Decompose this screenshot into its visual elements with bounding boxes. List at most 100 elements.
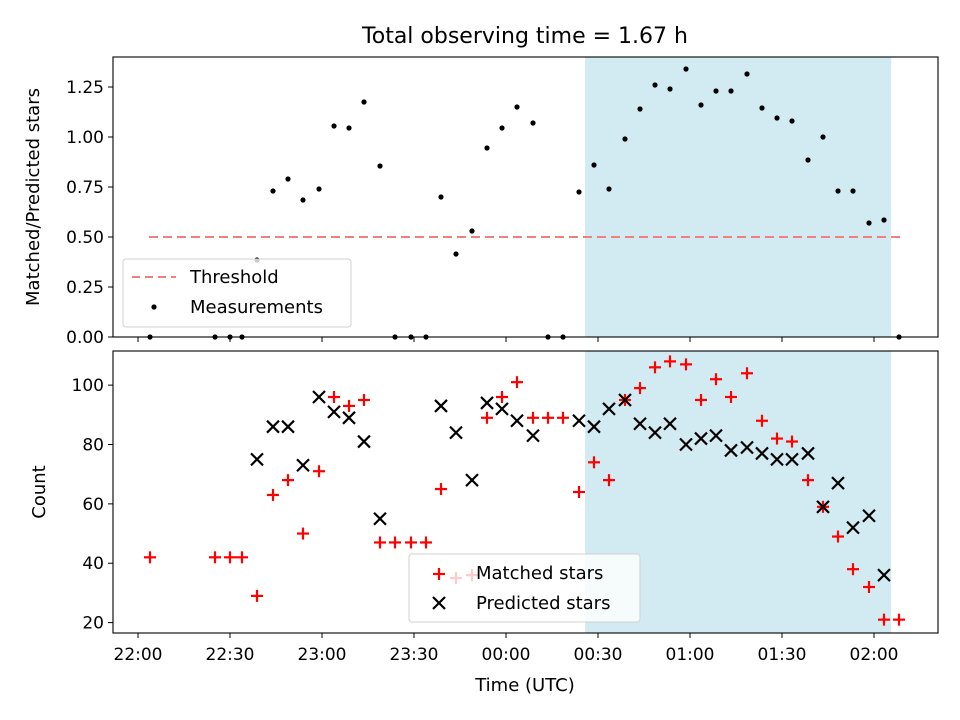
measurement-point — [622, 136, 628, 142]
x-tick-label: 01:00 — [666, 645, 715, 665]
matched-star-marker — [557, 411, 569, 424]
predicted-legend-label: Predicted stars — [476, 593, 610, 614]
predicted-star-marker — [618, 393, 632, 407]
predicted-star-marker — [495, 402, 509, 416]
y-tick-label: 60 — [82, 495, 104, 515]
measurement-point — [698, 102, 704, 108]
measurement-point — [361, 99, 367, 105]
predicted-legend-swatch — [432, 596, 446, 610]
matched-star-marker — [588, 456, 600, 469]
measurement-point — [713, 88, 719, 94]
matched-star-marker — [527, 411, 539, 424]
x-axis-label: Time (UTC) — [474, 675, 575, 696]
predicted-star-marker — [526, 428, 540, 443]
top-y-ticks: 0.00 0.25 0.50 0.75 1.00 1.25 — [66, 78, 113, 348]
measurement-point — [744, 71, 750, 77]
matched-star-marker — [282, 474, 294, 487]
predicted-star-marker — [266, 419, 280, 434]
x-tick-label: 00:30 — [574, 645, 623, 665]
matched-star-marker — [481, 411, 493, 424]
matched-star-marker — [389, 536, 401, 549]
y-tick-label: 80 — [82, 436, 104, 456]
matched-star-marker — [664, 355, 676, 368]
x-tick-label: 01:30 — [758, 645, 807, 665]
matched-star-marker — [878, 613, 890, 626]
measurement-point — [637, 106, 643, 112]
predicted-star-marker — [480, 396, 494, 410]
predicted-star-marker — [296, 458, 310, 473]
predicted-star-marker — [801, 446, 815, 461]
predicted-star-marker — [877, 568, 891, 582]
predicted-star-marker — [434, 399, 448, 413]
matched-legend-swatch — [433, 568, 445, 580]
measurement-point — [805, 157, 811, 163]
measurement-point — [667, 86, 673, 92]
predicted-star-markers — [250, 390, 891, 582]
top-y-axis-label: Matched/Predicted stars — [23, 88, 44, 306]
measurement-point — [728, 88, 734, 94]
measurement-point — [270, 188, 276, 194]
predicted-star-marker — [342, 411, 356, 425]
bottom-x-ticks: 22:00 22:30 23:00 23:30 00:00 00:30 01:00 01:30… — [114, 633, 899, 665]
predicted-star-marker — [648, 425, 662, 440]
matched-star-marker — [236, 551, 248, 564]
matched-star-marker — [847, 563, 859, 576]
measurement-point — [591, 162, 597, 168]
predicted-star-marker — [312, 390, 326, 404]
matched-star-marker — [435, 483, 447, 496]
predicted-star-marker — [357, 434, 371, 449]
matched-star-marker — [224, 551, 236, 564]
predicted-star-marker — [785, 452, 799, 467]
top-axes-frame — [112, 56, 939, 338]
bottom-legend-box — [408, 553, 641, 623]
matched-legend-label: Matched stars — [476, 563, 603, 584]
matched-star-marker — [251, 589, 263, 602]
matched-star-marker — [405, 536, 417, 549]
chart-title: Total observing time = 1.67 h — [361, 24, 688, 49]
measurement-point — [683, 66, 689, 72]
predicted-star-marker — [327, 405, 341, 419]
matched-star-marker — [343, 399, 355, 412]
predicted-star-marker — [250, 452, 264, 467]
x-tick-label: 22:00 — [114, 645, 163, 665]
predicted-star-marker — [373, 511, 387, 526]
top-x-ticks — [137, 337, 875, 342]
y-tick-label: 0.50 — [66, 228, 104, 248]
matched-star-marker — [358, 393, 370, 406]
measurement-point — [835, 188, 841, 194]
predicted-star-marker — [572, 413, 586, 428]
bottom-y-axis-label: Count — [29, 465, 50, 518]
matched-star-marker — [710, 373, 722, 386]
y-tick-label: 20 — [82, 614, 104, 634]
predicted-star-marker — [862, 508, 876, 523]
y-tick-label: 0.00 — [66, 328, 104, 348]
predicted-star-marker — [679, 437, 693, 452]
matched-star-marker — [144, 551, 156, 564]
predicted-star-marker — [663, 416, 677, 431]
observing-window-band — [585, 57, 892, 337]
measurement-point — [484, 145, 490, 151]
matched-star-marker — [771, 432, 783, 445]
y-tick-label: 0.75 — [66, 178, 104, 198]
measurement-point — [606, 186, 612, 192]
predicted-star-marker — [510, 413, 524, 428]
predicted-star-marker — [816, 500, 830, 514]
matched-star-marker — [802, 474, 814, 487]
matched-star-marker — [313, 465, 325, 478]
matched-star-marker — [603, 474, 615, 487]
matched-star-marker — [573, 486, 585, 498]
matched-star-marker — [832, 530, 844, 543]
measurement-point — [759, 105, 765, 111]
measurement-point — [850, 188, 856, 194]
matched-star-marker — [863, 580, 875, 593]
matched-star-marker — [542, 411, 554, 424]
matched-star-marker — [634, 382, 646, 395]
predicted-star-marker — [587, 419, 601, 434]
measurement-point — [881, 217, 887, 223]
measurement-point — [514, 104, 520, 110]
matched-star-marker — [893, 613, 905, 626]
y-tick-label: 1.25 — [66, 78, 104, 98]
matched-star-marker — [267, 488, 279, 501]
matched-star-marker — [420, 536, 432, 549]
